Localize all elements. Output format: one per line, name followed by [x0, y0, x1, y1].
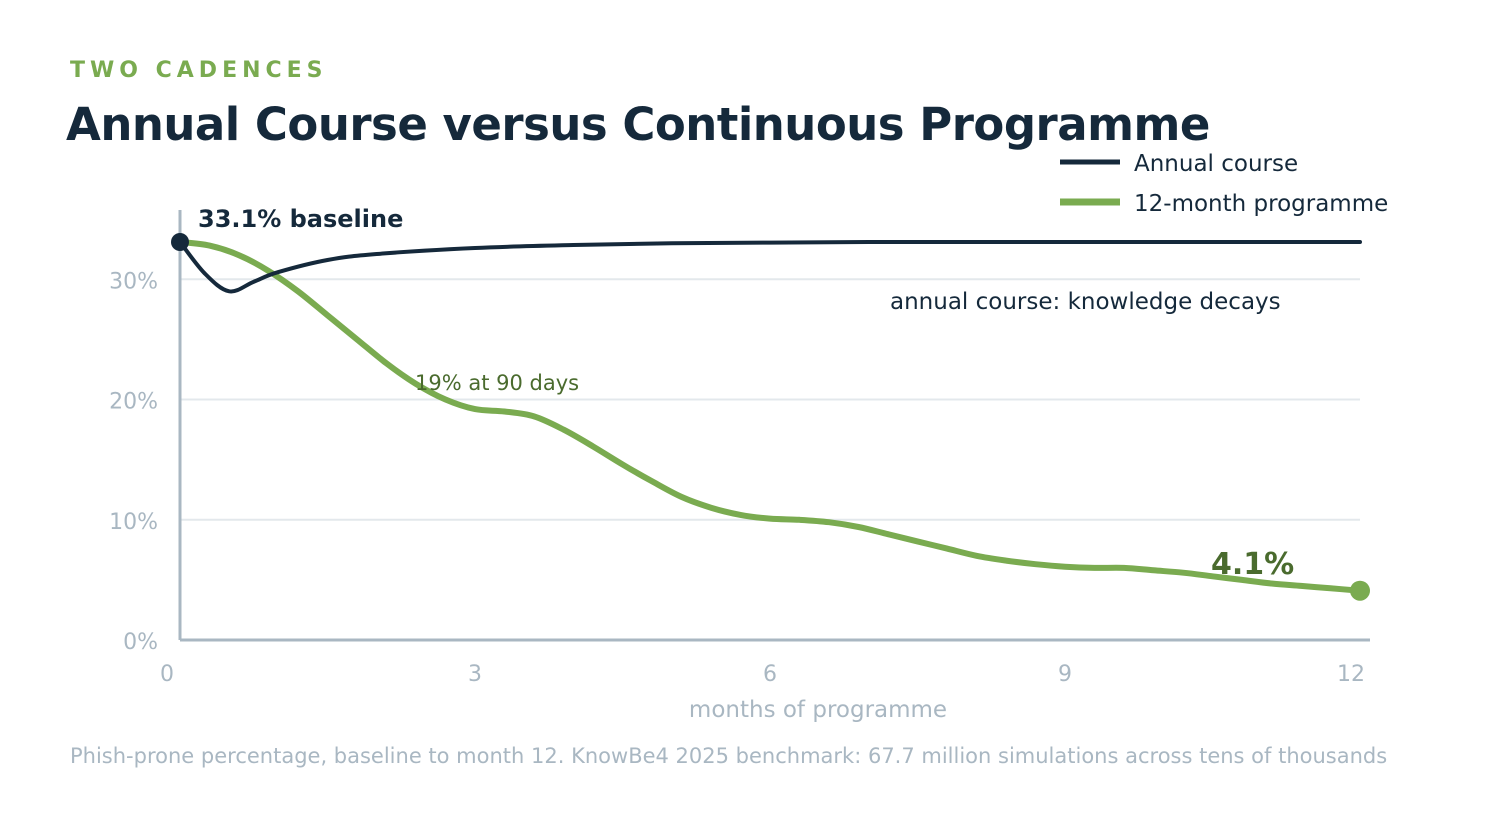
- x-axis-label: months of programme: [689, 697, 947, 723]
- series-line-annual-course: [178, 239, 1362, 294]
- x-tick-label: 9: [1058, 662, 1072, 687]
- series-line-12-month-programme: [177, 239, 1363, 594]
- x-tick-label: 0: [160, 662, 174, 687]
- baseline-marker: [171, 233, 189, 251]
- chart-kicker: TWO CADENCES: [70, 58, 328, 83]
- annotation-baseline: 33.1% baseline: [198, 205, 403, 233]
- legend-label-annual: Annual course: [1134, 151, 1298, 177]
- grid-lines: [180, 278, 1360, 521]
- x-tick-label: 3: [468, 662, 482, 687]
- annotations: 33.1% baseline 19% at 90 days annual cou…: [198, 205, 1294, 582]
- x-tick-label: 12: [1337, 662, 1365, 687]
- y-tick-label: 20%: [109, 390, 158, 415]
- x-tick-label: 6: [763, 662, 777, 687]
- data-markers: [171, 233, 1370, 601]
- axes: [178, 210, 1370, 642]
- final-value-marker: [1350, 580, 1370, 601]
- annotation-final: 4.1%: [1211, 547, 1294, 582]
- annotation-decay: annual course: knowledge decays: [890, 289, 1281, 315]
- annotation-ninety-days: 19% at 90 days: [415, 371, 579, 395]
- legend-label-programme: 12-month programme: [1134, 191, 1388, 217]
- y-tick-label: 10%: [109, 510, 158, 535]
- chart-footnote: Phish-prone percentage, baseline to mont…: [70, 744, 1388, 768]
- chart-title: Annual Course versus Continuous Programm…: [66, 98, 1210, 151]
- y-tick-label: 30%: [109, 269, 158, 294]
- line-chart: 0% 10% 20% 30% 0 3 6 9 12 33.1% baseline 19% at …: [109, 151, 1388, 723]
- y-tick-label: 0%: [123, 630, 158, 655]
- legend: Annual course 12-month programme: [1060, 151, 1388, 217]
- tick-labels: 0% 10% 20% 30% 0 3 6 9 12: [109, 269, 1365, 687]
- series-lines: [177, 239, 1363, 594]
